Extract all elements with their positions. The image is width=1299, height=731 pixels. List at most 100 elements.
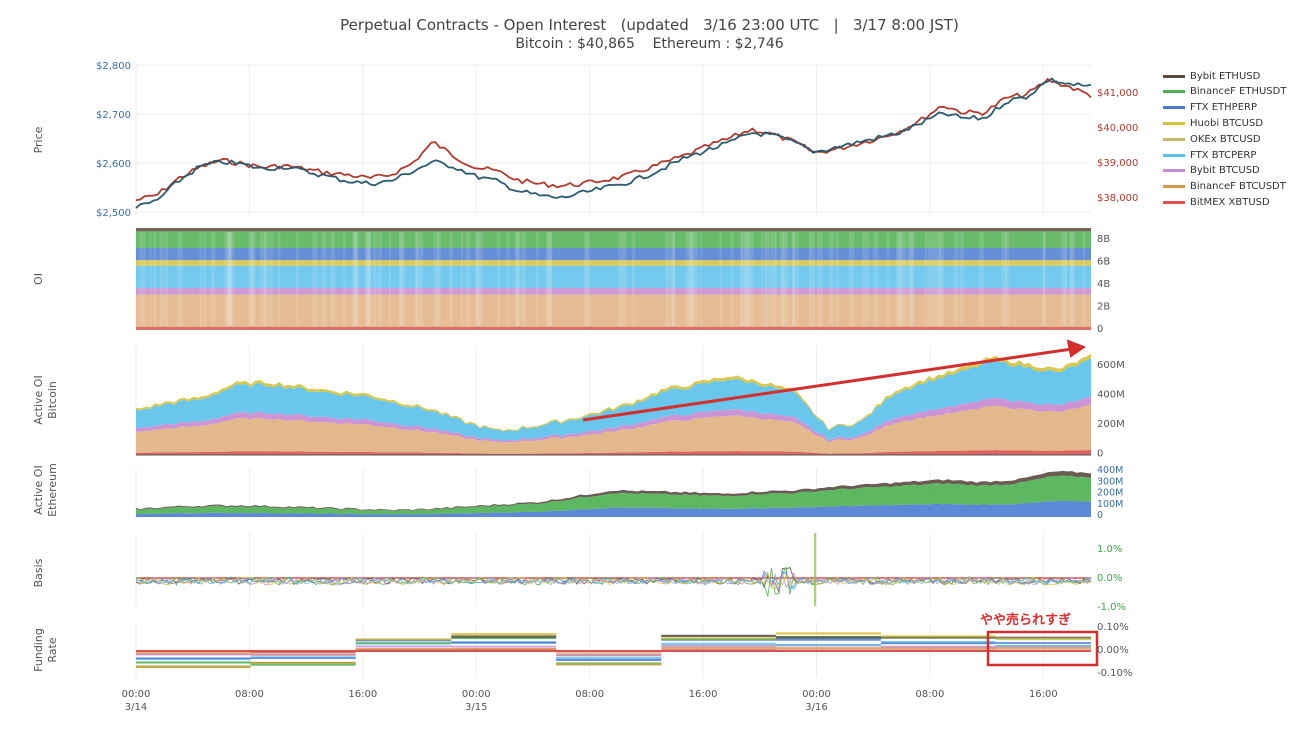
active-btc-area <box>136 404 1091 454</box>
funding-band <box>250 657 356 659</box>
legend-item[interactable]: Bybit BTCUSD <box>1163 164 1260 178</box>
oi-stripe <box>546 232 553 326</box>
oi-stripe <box>476 232 481 326</box>
oi-stripe <box>399 232 404 326</box>
funding-band <box>880 635 996 638</box>
price-left-tick: $2,600 <box>96 159 131 170</box>
oi-band <box>136 287 1091 295</box>
oi-stripe <box>1004 232 1010 326</box>
oi-stripe <box>372 232 377 326</box>
oi-stripe <box>352 232 357 326</box>
legend-swatch <box>1163 200 1185 204</box>
funding-zero-line <box>136 650 1091 652</box>
x-tick-sublabel: 3/15 <box>465 702 487 713</box>
oi-stripe <box>415 232 419 326</box>
oi-stripe <box>399 232 405 326</box>
oi-tick: 8B <box>1097 234 1110 245</box>
trend-arrow-head <box>1066 339 1087 358</box>
funding-band <box>661 634 776 638</box>
oi-stripe <box>414 232 418 326</box>
oi-stripe <box>1082 232 1086 326</box>
funding-band <box>451 647 557 650</box>
funding-band <box>136 652 251 655</box>
oi-stripe <box>378 232 383 326</box>
legend-item[interactable]: FTX BTCPERP <box>1163 148 1256 162</box>
active-eth-tick: 100M <box>1097 499 1123 510</box>
oi-stripe <box>1070 232 1073 326</box>
basis-tick: -1.0% <box>1097 602 1126 613</box>
oi-stripe <box>312 232 318 326</box>
funding-band <box>250 651 356 654</box>
x-tick-label: 00:00 <box>802 689 831 700</box>
legend-label: BinanceF BTCUSDT <box>1190 181 1286 193</box>
oi-stripe <box>177 232 183 326</box>
oi-stripe <box>250 232 256 326</box>
oi-stripe <box>689 232 694 326</box>
funding-band <box>136 653 251 656</box>
legend-item[interactable]: BinanceF BTCUSDT <box>1163 180 1286 194</box>
funding-band <box>775 636 881 639</box>
oi-stripe <box>224 232 229 326</box>
oi-stripe <box>741 232 745 326</box>
legend-swatch <box>1163 121 1185 125</box>
annotation-text: やや売られすぎ <box>980 612 1071 628</box>
legend-item[interactable]: BitMEX XBTUSD <box>1163 195 1270 209</box>
x-tick-sublabel: 3/14 <box>125 702 147 713</box>
funding-band <box>775 632 881 635</box>
oi-stripe <box>365 232 371 326</box>
legend-label: BinanceF ETHUSDT <box>1190 86 1287 98</box>
x-tick-label: 08:00 <box>235 689 264 700</box>
x-tick-label: 16:00 <box>689 689 718 700</box>
oi-stripe <box>886 232 890 326</box>
x-tick-label: 16:00 <box>1029 689 1058 700</box>
legend-item[interactable]: Huobi BTCUSD <box>1163 116 1263 130</box>
funding-band <box>880 645 996 648</box>
price-left-tick: $2,700 <box>96 110 131 121</box>
oi-stripe <box>862 232 865 326</box>
oi-stripe <box>700 232 703 326</box>
legend-item[interactable]: FTX ETHPERP <box>1163 101 1257 115</box>
oi-stripe <box>277 232 281 326</box>
oi-band <box>136 265 1091 288</box>
oi-stripe <box>480 232 484 326</box>
legend-swatch <box>1163 90 1185 94</box>
legend-item[interactable]: OKEx BTCUSD <box>1163 132 1261 146</box>
oi-stripe <box>744 232 751 326</box>
oi-stripe <box>817 232 823 326</box>
oi-stripe <box>899 232 903 326</box>
funding-band <box>995 637 1091 640</box>
legend-swatch <box>1163 153 1185 157</box>
oi-stripe <box>808 232 811 326</box>
oi-stripe <box>449 232 454 326</box>
oi-stripe <box>1064 232 1068 326</box>
legend-swatch <box>1163 185 1185 189</box>
oi-stripe <box>782 232 789 326</box>
oi-band <box>136 294 1091 327</box>
oi-stripe <box>933 232 939 326</box>
funding-band <box>880 647 996 650</box>
trend-arrow-line <box>582 347 1073 422</box>
legend-item[interactable]: BinanceF ETHUSDT <box>1163 85 1286 99</box>
oi-stripe <box>516 232 520 326</box>
oi-stripe <box>226 232 231 326</box>
oi-stripe <box>810 232 815 326</box>
funding-band <box>451 641 557 644</box>
oi-stripe <box>665 232 670 326</box>
funding-band <box>556 659 662 662</box>
oi-stripe <box>330 232 335 326</box>
oi-stripe <box>835 232 839 326</box>
funding-band <box>355 648 452 651</box>
active-eth-tick: 200M <box>1097 488 1123 499</box>
oi-stripe <box>536 232 539 326</box>
x-tick-label: 00:00 <box>122 689 151 700</box>
funding-band <box>775 647 881 650</box>
price-right-tick: $40,000 <box>1097 123 1138 134</box>
oi-stripe <box>164 232 169 326</box>
oi-stripe <box>730 232 734 326</box>
oi-stripe <box>622 232 627 326</box>
active-btc-tick: 0 <box>1097 449 1103 460</box>
legend-item[interactable]: Bybit ETHUSD <box>1163 69 1260 83</box>
funding-band <box>451 633 557 636</box>
oi-stripe <box>740 232 743 326</box>
active-btc-axis-label-2: Bitcoin <box>46 381 59 419</box>
